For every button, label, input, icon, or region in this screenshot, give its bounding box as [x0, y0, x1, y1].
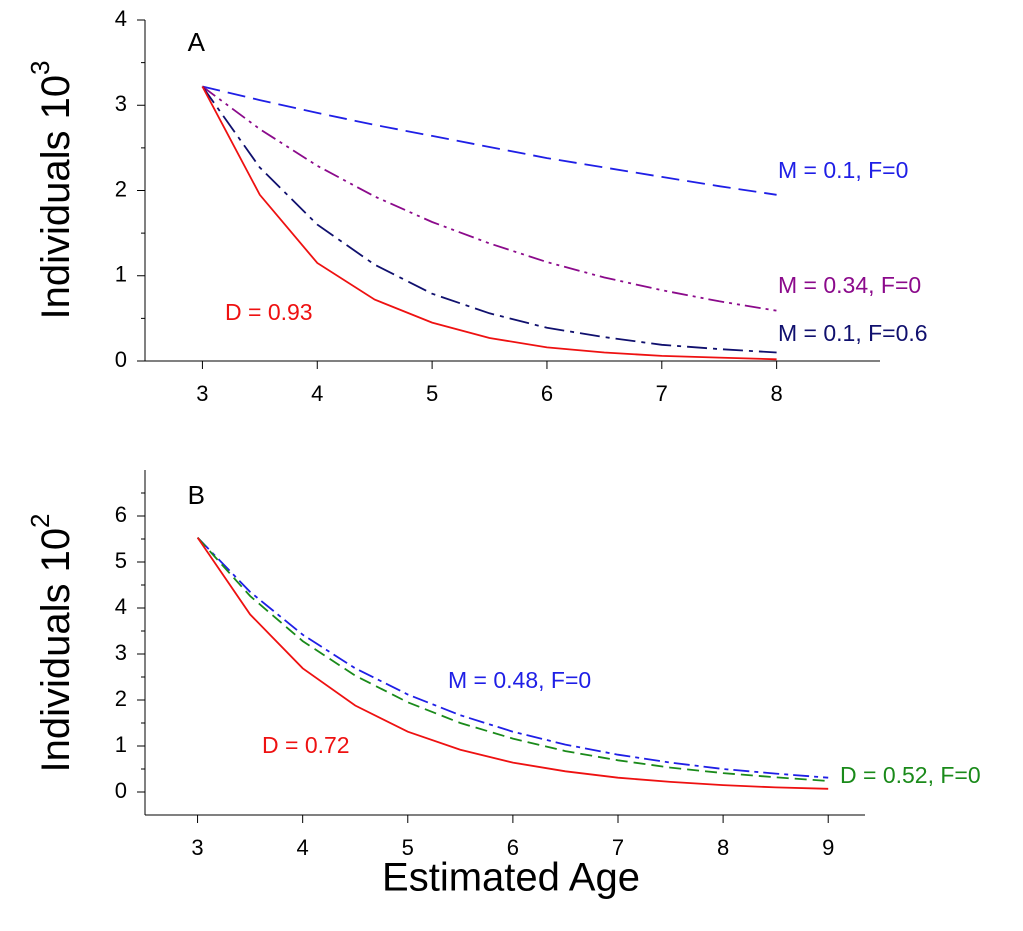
- y-tick-label: 3: [115, 91, 127, 116]
- x-tick-label: 3: [196, 381, 208, 406]
- y-tick-label: 4: [115, 6, 127, 31]
- y-tick-label: 0: [115, 347, 127, 372]
- x-tick-label: 3: [191, 835, 203, 860]
- x-tick-label: 6: [507, 835, 519, 860]
- y-tick-label: 1: [115, 262, 127, 287]
- y-axis-title-text: Individuals 10: [34, 528, 78, 773]
- y-tick-label: 2: [115, 686, 127, 711]
- x-tick-label: 7: [656, 381, 668, 406]
- y-tick-label: 3: [115, 640, 127, 665]
- series-line: [201, 85, 777, 354]
- series-label: M = 0.1, F=0: [778, 157, 908, 183]
- x-axis-title: Estimated Age: [382, 856, 640, 900]
- series-label: M = 0.1, F=0.6: [778, 320, 928, 346]
- y-tick-label: 1: [115, 732, 127, 757]
- x-tick-label: 8: [717, 835, 729, 860]
- x-tick-label: 7: [612, 835, 624, 860]
- panel-label: B: [188, 480, 205, 510]
- y-axis-title-exponent: 2: [25, 513, 55, 527]
- series-label: M = 0.48, F=0: [448, 667, 591, 693]
- y-tick-label: 5: [115, 548, 127, 573]
- series-line: [196, 536, 829, 782]
- y-axis-title: Individuals 102: [25, 513, 78, 772]
- y-axis-title-text: Individuals 10: [34, 75, 78, 320]
- series-label: D = 0.72: [262, 732, 350, 758]
- series-label: M = 0.34, F=0: [778, 272, 921, 298]
- series-label: D = 0.52, F=0: [840, 762, 981, 788]
- panel-label: A: [188, 27, 206, 57]
- y-tick-label: 0: [115, 778, 127, 803]
- y-tick-label: 4: [115, 594, 127, 619]
- x-tick-label: 8: [771, 381, 783, 406]
- y-tick-label: 6: [115, 502, 127, 527]
- y-axis-title-exponent: 3: [25, 60, 55, 74]
- series-line: [196, 536, 829, 779]
- series-line: [202, 85, 777, 196]
- x-tick-label: 5: [426, 381, 438, 406]
- x-tick-label: 9: [822, 835, 834, 860]
- x-tick-label: 4: [297, 835, 309, 860]
- series-line: [201, 85, 777, 312]
- series-label: D = 0.93: [225, 299, 313, 325]
- x-tick-label: 6: [541, 381, 553, 406]
- x-tick-label: 5: [402, 835, 414, 860]
- x-tick-label: 4: [311, 381, 323, 406]
- series-line: [196, 537, 829, 790]
- y-tick-label: 2: [115, 176, 127, 201]
- y-axis-title: Individuals 103: [25, 60, 78, 319]
- series-line: [201, 86, 777, 361]
